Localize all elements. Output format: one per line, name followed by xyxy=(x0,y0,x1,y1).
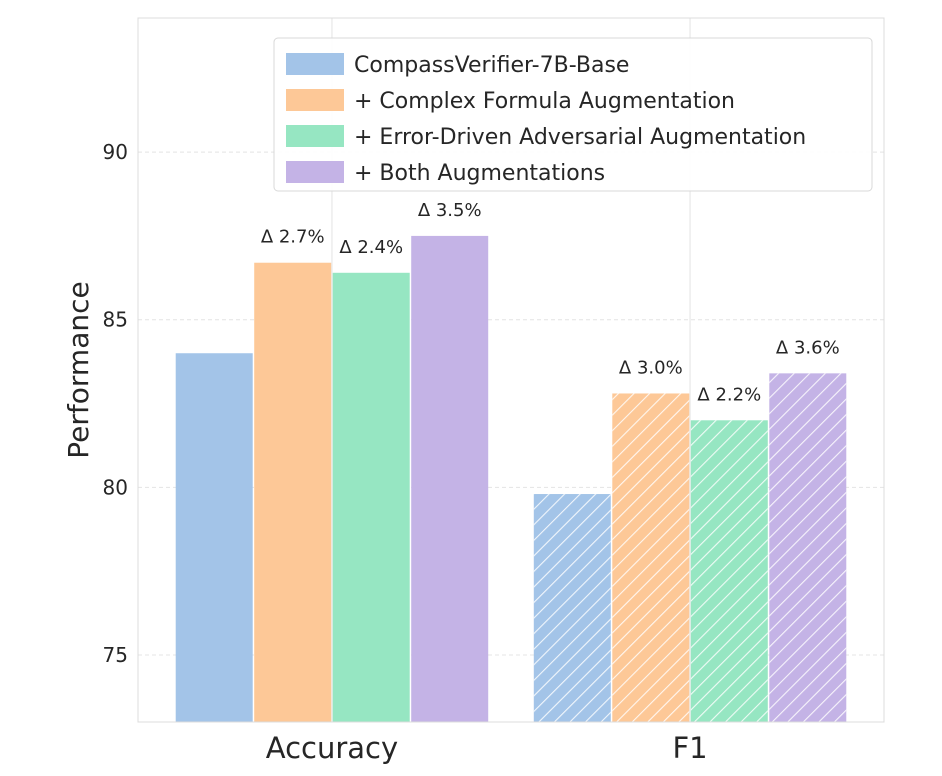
x-tick-label: Accuracy xyxy=(266,731,398,765)
bar-accuracy-series-0 xyxy=(175,353,253,722)
legend-swatch xyxy=(286,53,344,75)
bar-hatch-overlay xyxy=(533,494,611,722)
legend-label: CompassVerifier-7B-Base xyxy=(354,53,629,78)
y-axis-title: Performance xyxy=(62,281,95,458)
legend: CompassVerifier-7B-Base + Complex Formula… xyxy=(273,37,873,192)
delta-label: Δ 2.4% xyxy=(339,237,403,258)
delta-label: Δ 3.5% xyxy=(418,200,482,221)
delta-label: Δ 2.2% xyxy=(697,384,761,405)
axes: 75 80 85 90 Accuracy F1 Performance xyxy=(62,17,885,765)
bar-hatch-overlay xyxy=(769,373,847,722)
y-tick-label: 75 xyxy=(103,643,128,667)
legend-swatch xyxy=(286,125,344,147)
legend-label: + Both Augmentations xyxy=(354,161,605,186)
legend-label: + Error-Driven Adversarial Augmentation xyxy=(354,125,806,150)
delta-label: Δ 2.7% xyxy=(261,227,325,248)
bar-accuracy-series-1 xyxy=(254,262,332,722)
y-tick-label: 80 xyxy=(103,475,128,499)
delta-labels: Δ 2.7% Δ 2.4% Δ 3.5% Δ 3.0% Δ 2.2% Δ 3.6% xyxy=(261,200,840,405)
legend-swatch xyxy=(286,89,344,111)
delta-label: Δ 3.6% xyxy=(776,337,840,358)
x-tick-label: F1 xyxy=(672,731,707,765)
legend-label: + Complex Formula Augmentation xyxy=(354,89,735,114)
bars xyxy=(175,235,847,722)
y-tick-label: 85 xyxy=(103,308,128,332)
bar-accuracy-series-2 xyxy=(332,272,410,722)
legend-box xyxy=(273,37,873,192)
bar-hatch-overlay xyxy=(612,393,690,722)
bar-accuracy-series-3 xyxy=(411,235,489,722)
legend-swatch xyxy=(286,161,344,183)
delta-label: Δ 3.0% xyxy=(619,357,683,378)
y-tick-label: 90 xyxy=(103,140,128,164)
plot-frame xyxy=(137,17,885,723)
bar-hatch-overlay xyxy=(690,420,768,722)
